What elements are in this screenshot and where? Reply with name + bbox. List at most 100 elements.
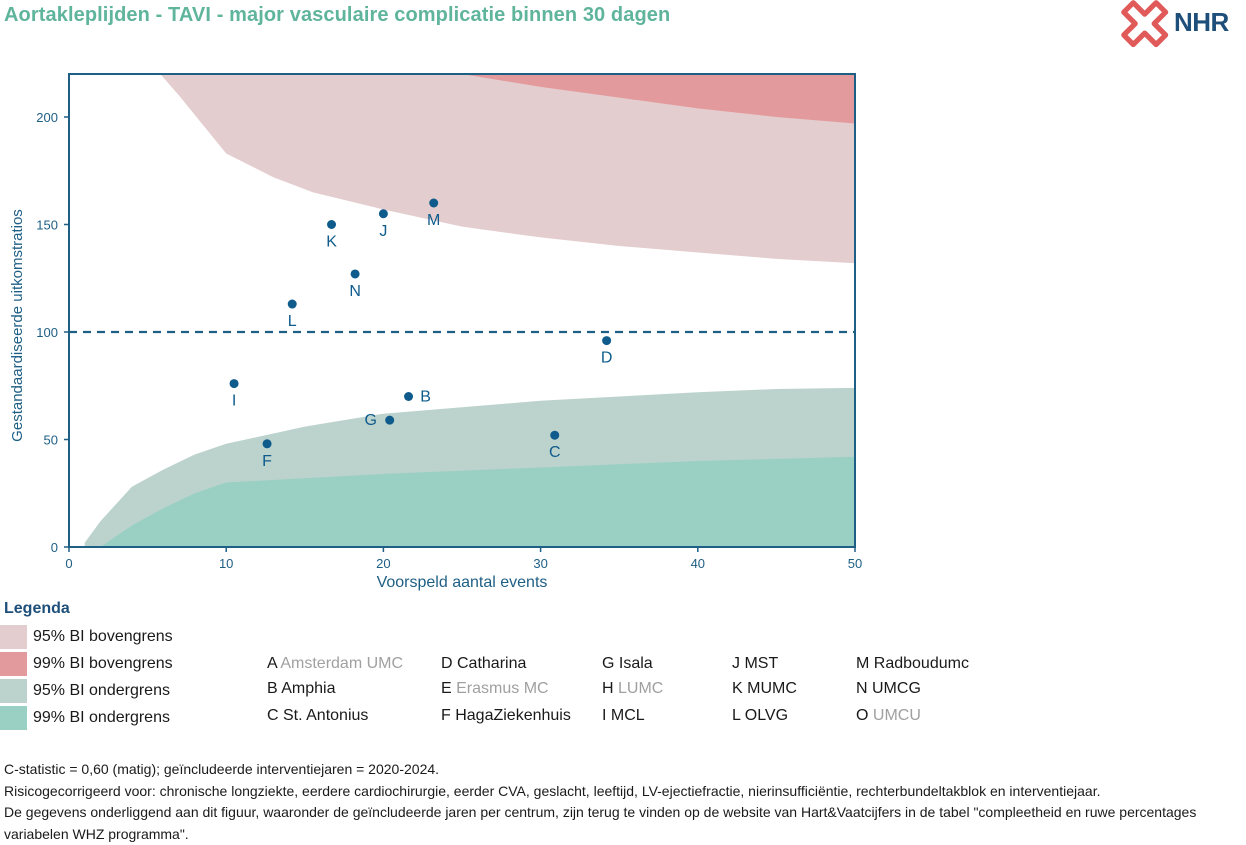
point-label: B [420,389,431,406]
point-label: D [601,350,613,367]
center-name: MUMC [747,680,797,697]
legend-swatch [0,652,27,676]
nhr-logo: NHR [1120,0,1246,50]
note-risk-adjustment: Risicogecorrigeerd voor: chronische long… [4,782,1101,799]
center-name: Isala [618,655,653,672]
point-marker [287,299,297,309]
y-tick-label: 200 [36,110,58,125]
center-code: N [856,680,872,697]
center-o: O UMCU [856,707,921,725]
y-tick-label: 150 [36,218,58,233]
y-axis-label: Gestandaardiseerde uitkomstratios [9,209,26,442]
point-marker [350,269,360,279]
center-code: L [732,707,745,724]
legend-item: 99% BI ondergrens [0,706,260,730]
center-i: I MCL [602,707,645,725]
page-title: Aortakleplijden - TAVI - major vasculair… [4,4,671,26]
band-lower-99 [100,456,855,547]
center-k: K MUMC [732,680,797,698]
x-tick-label: 40 [691,556,705,571]
point-label: J [379,223,387,240]
point-marker [378,209,388,219]
x-tick-label: 50 [848,556,862,571]
legend-swatch [0,625,27,649]
center-l: L OLVG [732,707,788,725]
nhr-cross-icon [1121,0,1169,48]
point-marker [602,336,612,346]
band-upper-95 [160,74,855,264]
center-name: MST [744,655,779,672]
center-code: H [602,680,618,697]
center-code: K [732,680,748,697]
center-g: G Isala [602,655,653,673]
y-tick-label: 100 [36,325,58,340]
band-upper-99 [462,74,855,124]
plot-frame [68,73,856,548]
logo-text: NHR [1174,7,1229,37]
center-code: J [732,655,745,672]
center-n: N UMCG [856,680,921,698]
legend-item: 95% BI ondergrens [0,679,260,703]
legend-label: 99% BI bovengrens [33,655,173,672]
center-code: G [602,655,619,672]
y-tick-label: 50 [44,433,58,448]
x-tick-label: 10 [219,556,233,571]
data-point-k: K [326,220,337,251]
center-name: Amsterdam UMC [280,655,404,672]
point-label: L [288,313,297,330]
center-code: O [856,707,873,724]
center-name: UMCG [872,680,921,697]
center-name: LUMC [618,680,664,697]
x-tick-label: 0 [65,556,72,571]
note-data-source: De gegevens onderliggend aan dit figuur,… [4,804,1197,842]
point-marker [327,220,337,229]
center-name: HagaZiekenhuis [455,707,571,724]
point-label: K [326,234,337,251]
center-code: A [267,655,281,672]
confidence-bands [84,74,856,547]
data-point-n: N [349,269,361,300]
center-name: St. Antonius [283,707,369,724]
point-label: N [349,283,361,300]
legend-title: Legenda [4,600,70,617]
y-tick-label: 0 [51,540,58,555]
scatter-chart: 0 10 20 30 40 50 0 50 100 150 200 K J M N L D I B G F C Voo… [9,73,862,591]
point-marker [404,392,414,401]
note-cstatistic: C-statistic = 0,60 (matig); geïncludeerd… [4,761,440,777]
center-name: Amphia [281,680,336,697]
point-marker [385,415,395,425]
legend-item: 95% BI bovengrens [0,625,260,649]
point-marker [262,439,272,449]
legend-label: 95% BI bovengrens [33,628,173,645]
data-point-g: G [364,412,395,429]
x-axis-label: Voorspeld aantal events [377,574,548,591]
point-label: G [364,412,376,429]
data-point-c: C [549,430,561,461]
center-code: E [441,680,457,697]
center-f: F HagaZiekenhuis [441,707,571,725]
center-code: B [267,680,282,697]
plot-border [68,73,856,548]
center-e: E Erasmus MC [441,680,549,698]
center-j: J MST [732,655,778,673]
legend-label: 99% BI ondergrens [33,709,170,726]
center-d: D Catharina [441,655,526,673]
center-code: I [602,707,611,724]
data-points: K J M N L D I B G F C [229,198,613,470]
center-name: Erasmus MC [456,680,549,697]
data-point-l: L [287,299,297,330]
point-marker [229,379,239,389]
point-marker [550,430,560,440]
center-code: F [441,707,456,724]
point-label: M [427,212,440,229]
data-point-j: J [378,209,388,240]
center-h: H LUMC [602,680,663,698]
center-code: M [856,655,874,672]
point-marker [429,198,439,208]
center-m: M Radboudumc [856,655,969,673]
data-point-m: M [427,198,440,229]
center-name: MCL [610,707,645,724]
x-tick-label: 30 [533,556,547,571]
point-label: C [549,444,561,461]
center-b: B Amphia [267,680,335,698]
